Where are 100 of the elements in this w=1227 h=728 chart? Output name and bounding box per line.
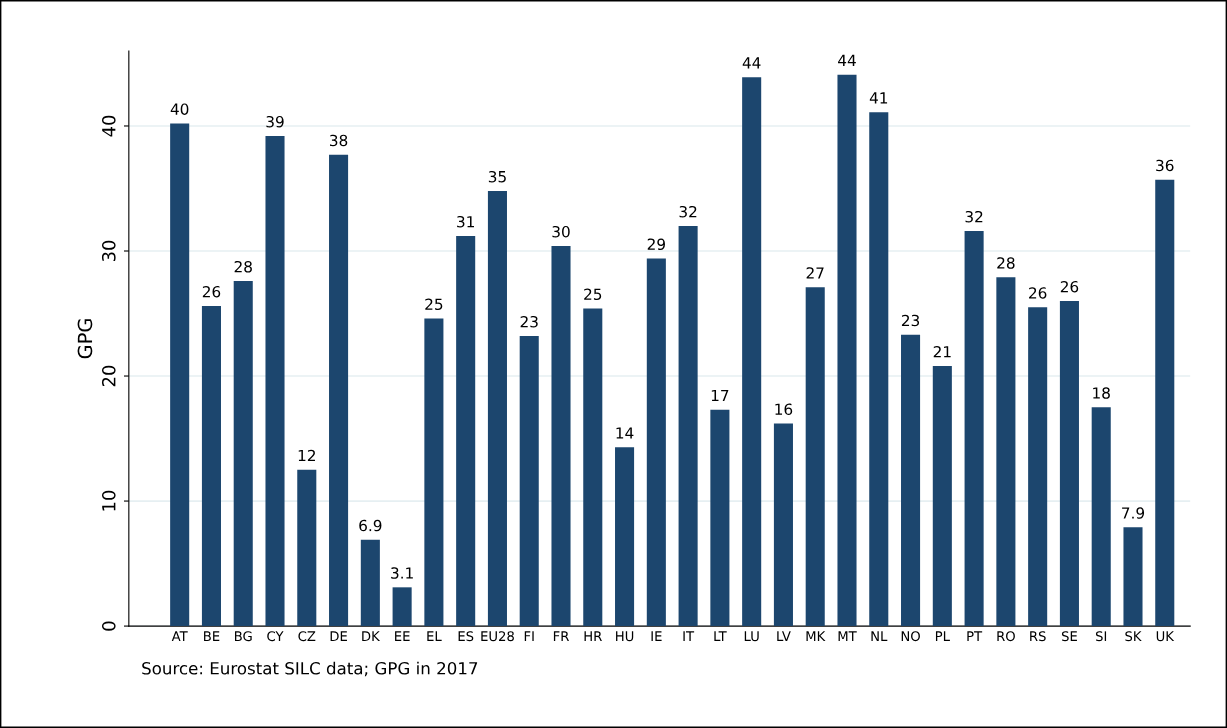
bar — [964, 231, 984, 627]
data-label: 44 — [838, 54, 856, 66]
x-tick-label: RO — [997, 631, 1015, 642]
x-tick-label: IE — [651, 631, 662, 641]
x-tick-label: LU — [744, 631, 759, 642]
x-tick-label: MT — [838, 631, 857, 641]
data-label: 41 — [869, 92, 888, 104]
x-tick-label: IT — [683, 631, 695, 641]
bar — [1028, 307, 1048, 627]
bar — [170, 123, 190, 627]
data-label: 16 — [775, 403, 793, 416]
y-axis-title: GPG — [77, 319, 93, 359]
bar — [487, 190, 507, 627]
data-label: 25 — [584, 288, 602, 300]
data-label: 30 — [552, 225, 570, 238]
data-label: 26 — [1029, 287, 1047, 299]
x-tick-label: DE — [330, 631, 347, 641]
data-label: 31 — [457, 215, 474, 228]
bar — [901, 334, 921, 627]
x-tick-label: CY — [267, 631, 284, 642]
x-tick-label: SE — [1061, 631, 1077, 642]
x-tick-label: EE — [395, 631, 410, 641]
bar — [265, 135, 285, 627]
bar — [1059, 301, 1079, 627]
data-label: 23 — [901, 314, 920, 327]
x-tick-label: MK — [806, 631, 826, 641]
x-tick-label: HR — [584, 631, 602, 641]
data-label: 39 — [266, 115, 284, 128]
data-label: 36 — [1156, 159, 1174, 172]
x-tick-label: NL — [871, 631, 888, 641]
bar — [456, 236, 476, 627]
data-label: 28 — [234, 260, 252, 273]
bar — [837, 74, 857, 627]
x-tick-label: CZ — [298, 631, 316, 642]
y-tick-label: 30 — [101, 240, 116, 262]
data-label: 18 — [1093, 387, 1110, 399]
bar — [869, 112, 889, 627]
data-label: 6.9 — [359, 519, 382, 532]
bar — [1091, 407, 1111, 627]
x-tick-label: ES — [458, 631, 474, 642]
x-tick-label: DK — [362, 631, 381, 641]
x-tick-label: UK — [1156, 631, 1175, 642]
x-tick-label: AT — [171, 631, 188, 641]
x-tick-label: SI — [1095, 631, 1107, 642]
bar — [1155, 179, 1175, 627]
bar — [805, 287, 825, 627]
data-label: 7.9 — [1122, 507, 1145, 519]
data-label: 21 — [933, 345, 951, 358]
x-tick-label: RS — [1030, 631, 1046, 642]
x-tick-label: HU — [616, 631, 634, 642]
data-label: 44 — [742, 57, 761, 69]
bar — [615, 447, 635, 627]
data-label: 17 — [711, 389, 729, 402]
data-label: 14 — [616, 427, 634, 439]
data-label: 28 — [997, 257, 1015, 269]
bar — [519, 336, 539, 627]
x-tick-label: BG — [235, 631, 252, 642]
x-tick-label: FI — [524, 631, 534, 641]
bar — [646, 258, 666, 627]
data-label: 25 — [425, 298, 443, 310]
x-tick-label: EU28 — [481, 631, 514, 642]
data-label: 26 — [1060, 280, 1079, 293]
data-label: 3.1 — [391, 567, 413, 579]
bar — [201, 306, 221, 627]
bar — [551, 246, 571, 627]
x-tick-label: LT — [714, 631, 727, 641]
data-label: 29 — [647, 238, 665, 250]
x-tick-label: BE — [204, 631, 220, 641]
bar — [932, 366, 952, 627]
y-tick-label: 10 — [101, 490, 116, 511]
data-label: 26 — [202, 285, 221, 298]
x-tick-label: LV — [777, 631, 791, 641]
data-label: 35 — [488, 170, 506, 183]
bar — [1123, 527, 1143, 627]
bar — [233, 281, 253, 627]
bar — [360, 539, 380, 627]
bar — [392, 587, 412, 627]
data-label: 40 — [170, 103, 189, 115]
data-label: 32 — [965, 210, 983, 223]
bar — [773, 423, 793, 627]
x-tick-label: PT — [967, 631, 983, 641]
bar — [424, 318, 444, 627]
x-tick-label: SK — [1125, 631, 1142, 642]
data-label: 32 — [679, 205, 697, 218]
bar — [583, 308, 603, 627]
y-tick-label: 0 — [101, 621, 116, 631]
x-tick-label: PL — [935, 631, 950, 641]
bar — [297, 469, 317, 627]
data-label: 27 — [806, 267, 824, 279]
bar — [678, 226, 698, 627]
data-label: 12 — [298, 449, 315, 462]
x-tick-label: NO — [901, 631, 920, 642]
y-tick-label: 20 — [101, 365, 116, 387]
x-tick-label: FR — [553, 631, 569, 641]
bar — [329, 154, 349, 627]
y-tick-label: 40 — [101, 115, 116, 137]
bar — [742, 77, 762, 627]
source-note: Source: Eurostat SILC data; GPG in 2017 — [142, 661, 478, 677]
data-label: 38 — [330, 134, 348, 147]
bar — [996, 277, 1016, 627]
